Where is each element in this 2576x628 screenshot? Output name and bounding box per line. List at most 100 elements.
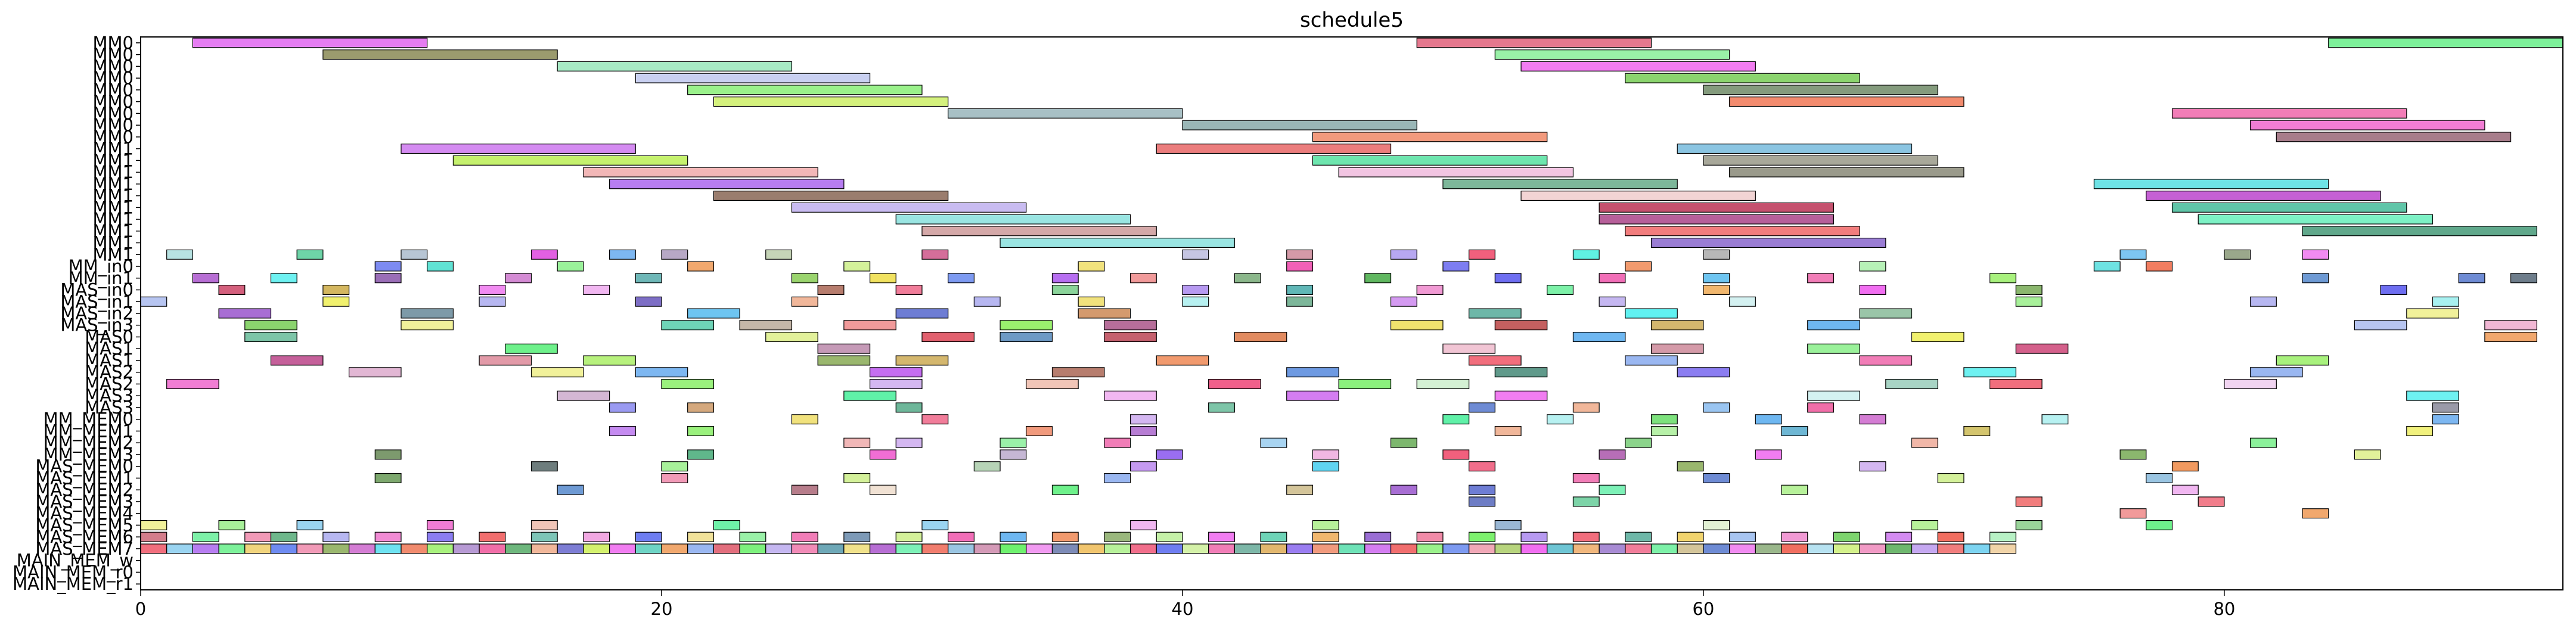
task-bar — [687, 449, 714, 460]
task-bar — [1390, 437, 1417, 448]
task-bar — [530, 543, 558, 554]
task-bar — [661, 249, 688, 260]
task-bar — [192, 38, 428, 48]
task-bar — [895, 355, 949, 366]
task-bar — [1260, 437, 1287, 448]
task-bar — [479, 296, 506, 307]
task-bar — [2510, 273, 2537, 284]
task-bar — [1234, 273, 1261, 284]
task-bar — [1129, 414, 1157, 425]
y-tick-label: MM1 — [93, 162, 134, 182]
task-bar — [1625, 355, 1678, 366]
y-tick-label: MM1 — [93, 209, 134, 229]
task-bar — [2015, 285, 2043, 296]
task-bar — [2015, 343, 2069, 354]
task-bar — [1572, 249, 1600, 260]
task-bar — [661, 543, 688, 554]
y-tick-label: MAS_in0 — [60, 280, 134, 300]
task-bar — [1312, 531, 1339, 542]
task-bar — [1599, 449, 1626, 460]
task-bar — [348, 367, 402, 378]
task-bar — [557, 543, 584, 554]
task-bar — [1051, 367, 1105, 378]
task-bar — [452, 543, 480, 554]
task-bar — [1000, 543, 1027, 554]
task-bar — [505, 273, 532, 284]
task-bar — [609, 402, 636, 413]
task-bar — [244, 543, 272, 554]
task-bar — [895, 308, 949, 319]
y-tick-label: MM0 — [93, 45, 134, 65]
y-tick-label: MAS_in3 — [60, 315, 134, 335]
task-bar — [1807, 273, 1835, 284]
task-bar — [1000, 320, 1053, 331]
y-tick-label: MAS_MEM4 — [35, 503, 134, 524]
task-bar — [166, 378, 219, 389]
y-tick-label: MM_in0 — [69, 256, 134, 276]
task-bar — [2119, 249, 2147, 260]
y-tick-label: MAS3 — [85, 397, 134, 418]
task-bar — [140, 520, 167, 530]
task-bar — [1469, 484, 1495, 495]
task-bar — [1051, 273, 1079, 284]
task-bar — [1390, 543, 1417, 554]
y-tick-label: MAS2 — [85, 362, 134, 383]
task-bar — [1156, 144, 1392, 154]
task-bar — [1572, 543, 1600, 554]
task-bar — [1416, 531, 1444, 542]
task-bar — [1494, 543, 1522, 554]
y-tick-label: MM1 — [93, 233, 134, 253]
task-bar — [1703, 472, 1730, 483]
task-bar — [843, 261, 871, 272]
task-bar — [921, 331, 974, 342]
task-bar — [713, 97, 949, 107]
task-bar — [1104, 320, 1157, 331]
task-bar — [973, 296, 1001, 307]
task-bar — [973, 461, 1001, 472]
task-bar — [244, 331, 297, 342]
task-bar — [635, 543, 662, 554]
task-bar — [1026, 378, 1079, 389]
task-bar — [2146, 191, 2381, 201]
task-bar — [374, 449, 402, 460]
task-bar — [948, 543, 974, 554]
task-bar — [2146, 520, 2173, 530]
y-tick-label: MAS_MEM5 — [35, 515, 134, 535]
task-bar — [1547, 543, 1574, 554]
task-bar — [2432, 402, 2459, 413]
task-bar — [2224, 378, 2277, 389]
task-bar — [583, 355, 636, 366]
task-bar — [1208, 531, 1235, 542]
task-bar — [374, 273, 402, 284]
y-tick-label: MM1 — [93, 150, 134, 170]
task-bar — [1520, 61, 1756, 71]
task-bar — [1469, 308, 1522, 319]
task-bar — [869, 273, 896, 284]
task-bar — [843, 472, 871, 483]
task-bar — [948, 108, 1183, 119]
task-bar — [374, 543, 402, 554]
task-bar — [557, 484, 584, 495]
task-bar — [1520, 191, 1756, 201]
task-bar — [1208, 543, 1235, 554]
task-bar — [479, 355, 532, 366]
task-bar — [609, 179, 845, 189]
task-bar — [869, 543, 896, 554]
task-bar — [921, 543, 949, 554]
task-bar — [895, 437, 923, 448]
task-bar — [1650, 343, 1704, 354]
task-bar — [1469, 355, 1522, 366]
task-bar — [1260, 531, 1287, 542]
task-bar — [1859, 308, 1913, 319]
task-bar — [1703, 402, 1730, 413]
task-bar — [1859, 261, 1886, 272]
task-bar — [270, 273, 297, 284]
y-tick-label: MAS_in2 — [60, 303, 134, 324]
y-tick-label: MAS1 — [85, 338, 134, 359]
task-bar — [1547, 285, 1574, 296]
task-bar — [1911, 331, 1964, 342]
task-bar — [1026, 425, 1053, 436]
task-bar — [1078, 296, 1105, 307]
task-bar — [1338, 543, 1365, 554]
task-bar — [765, 249, 793, 260]
